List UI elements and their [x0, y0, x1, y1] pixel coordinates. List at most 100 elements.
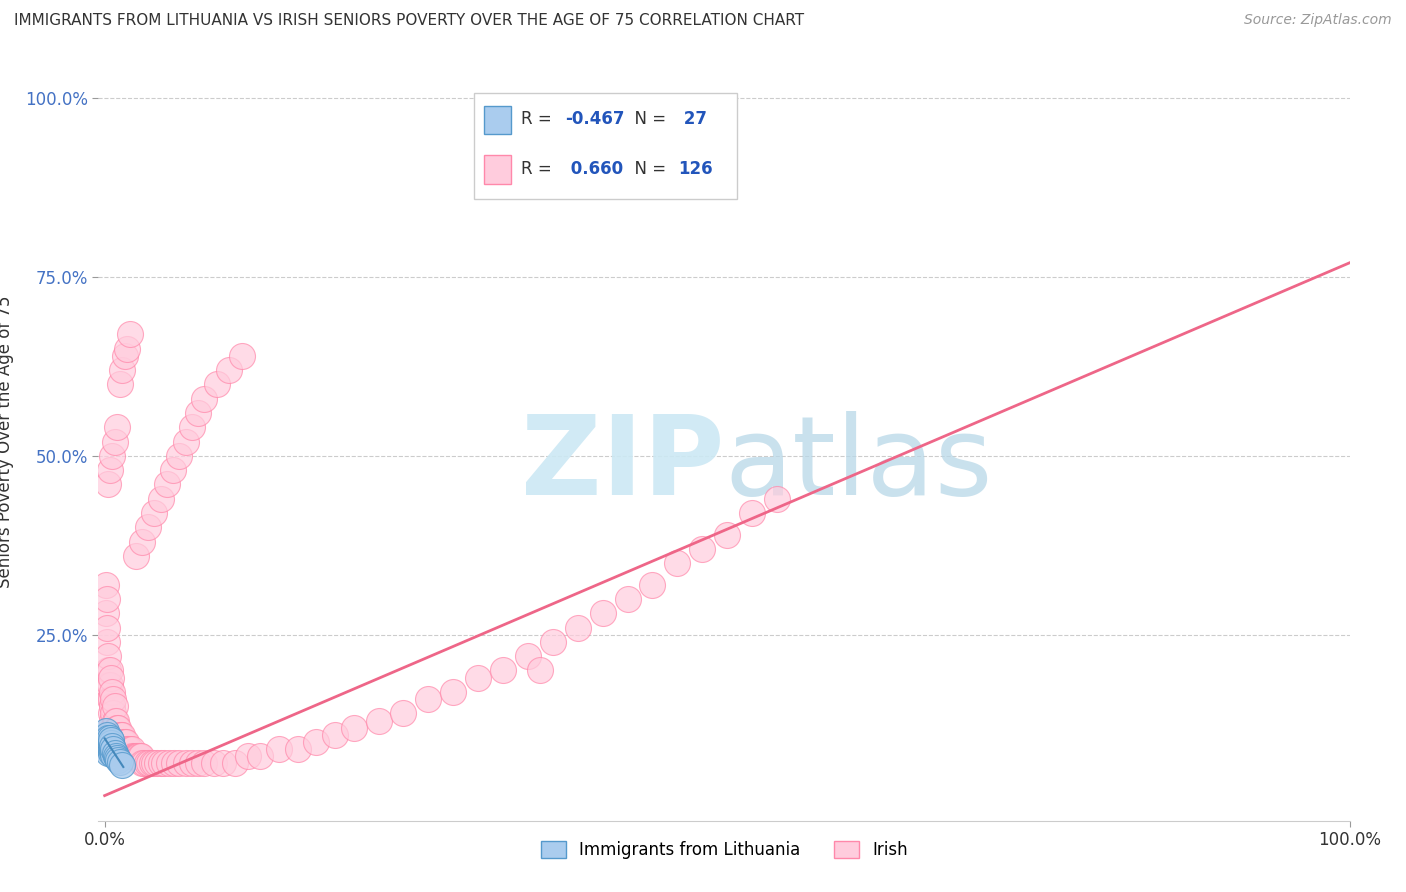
- Point: [174, 756, 197, 771]
- Point: [122, 749, 145, 764]
- Point: [98, 731, 121, 746]
- Text: N =: N =: [624, 160, 671, 178]
- Point: [392, 706, 415, 721]
- Point: [94, 724, 117, 739]
- Point: [249, 749, 271, 764]
- Text: -0.467: -0.467: [565, 111, 624, 128]
- Point: [105, 735, 128, 749]
- Point: [467, 671, 489, 685]
- Point: [121, 749, 143, 764]
- Point: [125, 549, 148, 563]
- Point: [96, 728, 118, 742]
- Point: [153, 756, 176, 771]
- Point: [96, 731, 118, 746]
- Point: [114, 735, 136, 749]
- Point: [143, 756, 166, 771]
- Point: [529, 664, 551, 678]
- Point: [236, 749, 259, 764]
- Point: [138, 756, 160, 771]
- Point: [162, 463, 184, 477]
- Point: [104, 714, 127, 728]
- Point: [97, 746, 120, 760]
- Point: [111, 363, 134, 377]
- Point: [666, 556, 689, 570]
- Point: [112, 749, 135, 764]
- Point: [131, 534, 153, 549]
- Text: 0.660: 0.660: [565, 160, 623, 178]
- Point: [418, 692, 440, 706]
- Point: [174, 434, 197, 449]
- Point: [100, 740, 122, 755]
- Point: [105, 420, 128, 434]
- Point: [136, 520, 159, 534]
- Point: [641, 577, 664, 591]
- Point: [96, 635, 118, 649]
- Point: [120, 749, 142, 764]
- Point: [103, 706, 125, 721]
- Point: [156, 477, 179, 491]
- Point: [115, 742, 138, 756]
- Point: [114, 749, 136, 764]
- Point: [127, 749, 149, 764]
- Point: [157, 756, 180, 771]
- Point: [114, 735, 136, 749]
- Point: [114, 749, 136, 764]
- Point: [180, 756, 202, 771]
- Point: [766, 491, 789, 506]
- Point: [367, 714, 389, 728]
- Point: [107, 753, 129, 767]
- Point: [107, 721, 129, 735]
- Point: [104, 699, 127, 714]
- Point: [97, 664, 120, 678]
- Point: [131, 756, 153, 771]
- Point: [115, 342, 138, 356]
- Point: [101, 739, 124, 753]
- Point: [98, 463, 121, 477]
- Point: [567, 620, 589, 634]
- FancyBboxPatch shape: [474, 93, 737, 199]
- Point: [98, 742, 121, 756]
- Point: [146, 756, 169, 771]
- Text: ZIP: ZIP: [520, 411, 724, 517]
- Point: [105, 750, 128, 764]
- Point: [111, 742, 134, 756]
- Point: [129, 749, 152, 764]
- Point: [100, 706, 122, 721]
- Point: [97, 731, 120, 746]
- Point: [108, 755, 131, 769]
- Point: [287, 742, 309, 756]
- Point: [97, 649, 120, 664]
- Point: [100, 732, 122, 747]
- Y-axis label: Seniors Poverty Over the Age of 75: Seniors Poverty Over the Age of 75: [0, 295, 14, 588]
- Point: [169, 756, 191, 771]
- Text: IMMIGRANTS FROM LITHUANIA VS IRISH SENIORS POVERTY OVER THE AGE OF 75 CORRELATIO: IMMIGRANTS FROM LITHUANIA VS IRISH SENIO…: [14, 13, 804, 29]
- Point: [110, 728, 132, 742]
- Point: [101, 685, 124, 699]
- Point: [169, 449, 191, 463]
- Point: [134, 756, 156, 771]
- Point: [117, 742, 139, 756]
- Point: [94, 735, 117, 749]
- Point: [94, 606, 117, 620]
- Point: [716, 527, 738, 541]
- Point: [98, 739, 121, 753]
- Point: [96, 620, 118, 634]
- Point: [112, 735, 135, 749]
- Point: [98, 664, 121, 678]
- Point: [96, 739, 118, 753]
- Point: [108, 728, 131, 742]
- Point: [143, 506, 166, 520]
- Point: [98, 735, 121, 749]
- Text: R =: R =: [522, 160, 557, 178]
- Point: [110, 742, 132, 756]
- Point: [541, 635, 564, 649]
- Point: [104, 714, 127, 728]
- Point: [193, 392, 215, 406]
- Text: Source: ZipAtlas.com: Source: ZipAtlas.com: [1244, 13, 1392, 28]
- Point: [136, 756, 159, 771]
- FancyBboxPatch shape: [484, 105, 512, 135]
- Point: [103, 742, 125, 756]
- Point: [224, 756, 246, 771]
- Point: [101, 743, 124, 757]
- Point: [105, 721, 128, 735]
